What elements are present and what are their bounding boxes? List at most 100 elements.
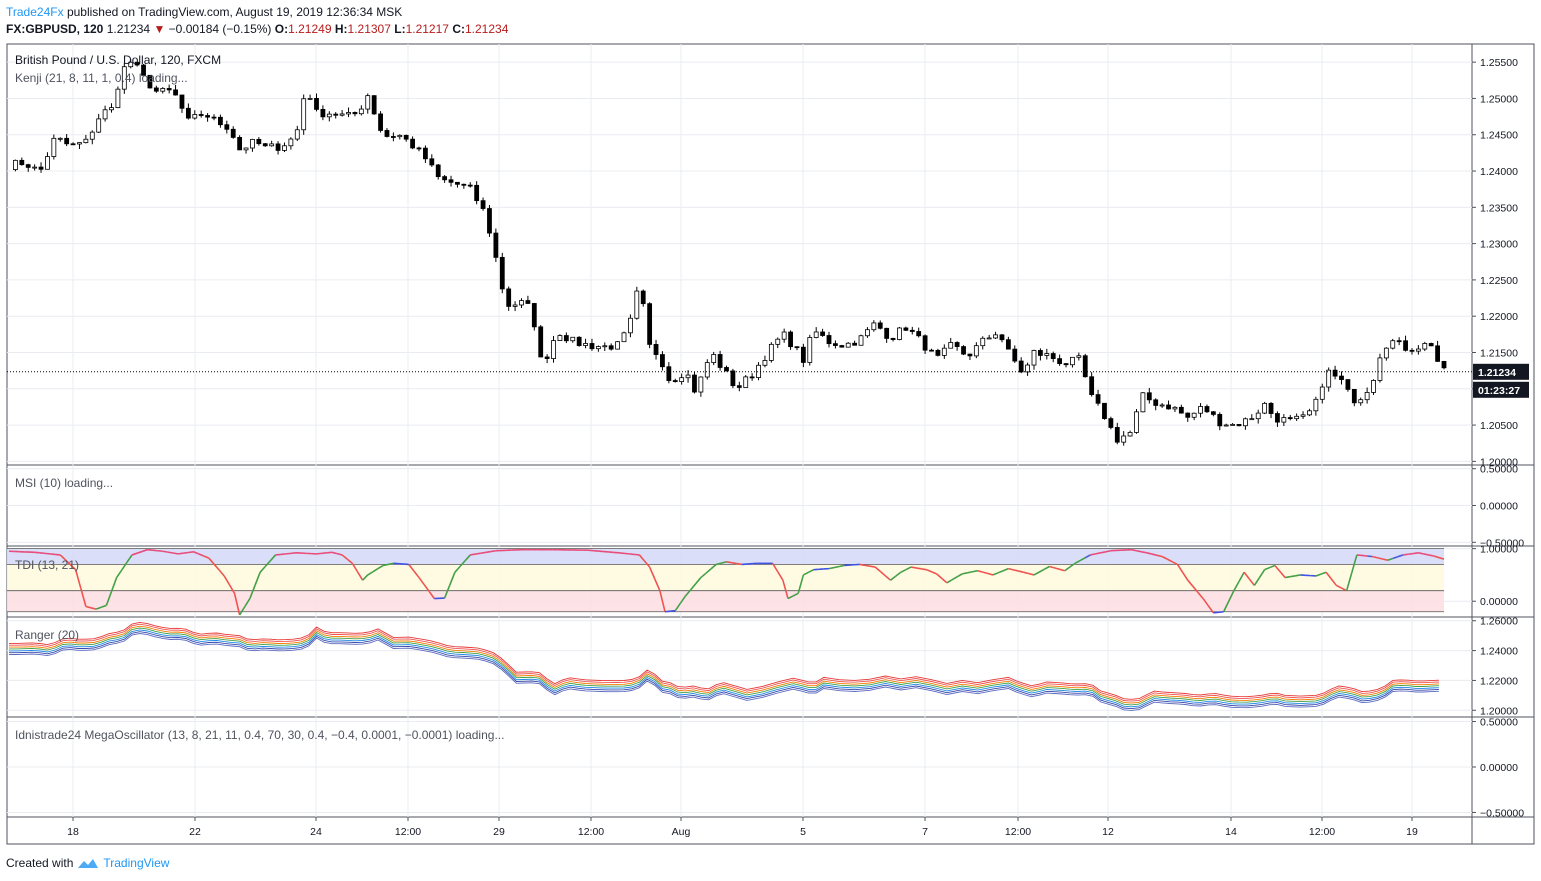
- tdi-line-segment: [443, 584, 451, 599]
- open-label: O:: [274, 22, 289, 36]
- tdi-line-segment: [1397, 554, 1404, 558]
- candle: [980, 337, 986, 347]
- candle: [1038, 350, 1043, 356]
- candle: [1031, 350, 1037, 366]
- candle: [115, 88, 121, 109]
- tdi-line-segment: [1433, 555, 1440, 559]
- tdi-line-segment: [1049, 565, 1055, 569]
- time-axis-label: 12:00: [1309, 826, 1335, 838]
- tdi-line-segment: [690, 583, 697, 591]
- tdi-line-segment: [1146, 552, 1153, 555]
- tdi-line-segment: [1090, 553, 1096, 556]
- candle: [1307, 410, 1312, 416]
- tdi-line-segment: [110, 577, 118, 592]
- tdi-line-segment: [183, 551, 189, 554]
- candle: [365, 95, 371, 110]
- tdi-line-segment: [49, 553, 56, 556]
- tdi-line-segment: [623, 552, 630, 555]
- tdi-line-segment: [131, 552, 138, 556]
- candle: [25, 164, 31, 168]
- tdi-line-segment: [280, 553, 286, 556]
- high-value: 1.21307: [347, 22, 391, 36]
- candle: [192, 114, 198, 119]
- candle: [109, 107, 114, 111]
- candle: [519, 300, 524, 306]
- tdi-line-segment: [808, 568, 814, 574]
- tdi-line-segment: [638, 554, 646, 562]
- price-axis-label: 1.24000: [1480, 646, 1518, 658]
- candle: [1358, 399, 1364, 404]
- candle: [1018, 360, 1024, 373]
- tdi-line-segment: [264, 560, 271, 568]
- candle: [1345, 379, 1351, 390]
- price-axis-label: 1.24000: [1480, 166, 1518, 178]
- tdi-line-segment: [115, 569, 123, 579]
- tdi-line-segment: [618, 552, 625, 555]
- candle: [935, 349, 941, 356]
- tradingview-brand[interactable]: TradingView: [103, 856, 170, 870]
- tdi-line-segment: [879, 570, 886, 577]
- indicator-label: TDI (13, 21): [15, 558, 79, 572]
- tdi-line-segment: [716, 562, 722, 566]
- candle: [660, 354, 665, 368]
- tdi-line-segment: [905, 566, 912, 571]
- candle: [128, 61, 134, 68]
- candle: [1383, 347, 1389, 359]
- time-axis-label: 24: [310, 826, 322, 838]
- tdi-line-segment: [1253, 577, 1261, 586]
- tdi-line-segment: [64, 559, 72, 566]
- tdi-line-segment: [895, 571, 902, 577]
- tdi-line-segment: [670, 609, 676, 613]
- ranger-line: [9, 621, 1439, 700]
- tdi-line-segment: [967, 570, 973, 574]
- tdi-band: [7, 564, 1444, 591]
- tdi-line-segment: [269, 554, 277, 562]
- tdi-line-segment: [972, 569, 978, 573]
- candle: [442, 176, 448, 181]
- candle: [1102, 402, 1107, 420]
- tdi-line-segment: [787, 595, 794, 600]
- candle: [1422, 343, 1428, 350]
- publisher-link[interactable]: Trade24Fx: [6, 5, 64, 19]
- tdi-line-segment: [926, 568, 932, 573]
- candle: [493, 232, 499, 258]
- tdi-band: [7, 548, 1444, 565]
- tdi-line-segment: [475, 552, 481, 555]
- candle: [570, 336, 576, 342]
- tdi-line-segment: [141, 548, 148, 553]
- candle: [243, 147, 249, 151]
- candle: [717, 354, 723, 368]
- candle: [531, 303, 537, 328]
- tdi-line-segment: [1423, 553, 1429, 556]
- tdi-line-segment: [1054, 567, 1060, 571]
- tdi-line-segment: [1100, 551, 1106, 554]
- candle: [730, 370, 736, 387]
- candle: [704, 362, 710, 378]
- footer: Created with TradingView: [6, 856, 169, 870]
- tdi-line-segment: [459, 560, 466, 568]
- candle: [711, 354, 717, 363]
- candle: [480, 200, 486, 209]
- tdi-line-segment: [1258, 569, 1266, 578]
- candle: [1287, 417, 1293, 420]
- candle: [1396, 340, 1402, 343]
- tdi-line-segment: [1222, 600, 1230, 613]
- tdi-line-segment: [782, 579, 789, 599]
- open-value: 1.21249: [288, 22, 332, 36]
- candle: [685, 374, 691, 379]
- candle: [1428, 343, 1434, 347]
- tdi-line-segment: [1166, 558, 1173, 563]
- ranger-line: [9, 631, 1439, 710]
- tdi-line-segment: [1064, 566, 1071, 572]
- tdi-line-segment: [792, 592, 799, 597]
- candle: [410, 138, 415, 149]
- candle: [1294, 415, 1300, 420]
- tdi-line-segment: [1172, 561, 1178, 566]
- tdi-line-segment: [331, 551, 338, 555]
- candle: [775, 338, 781, 345]
- candle: [269, 143, 275, 147]
- tdi-line-segment: [956, 573, 963, 578]
- candle: [781, 331, 787, 340]
- candle: [877, 322, 883, 329]
